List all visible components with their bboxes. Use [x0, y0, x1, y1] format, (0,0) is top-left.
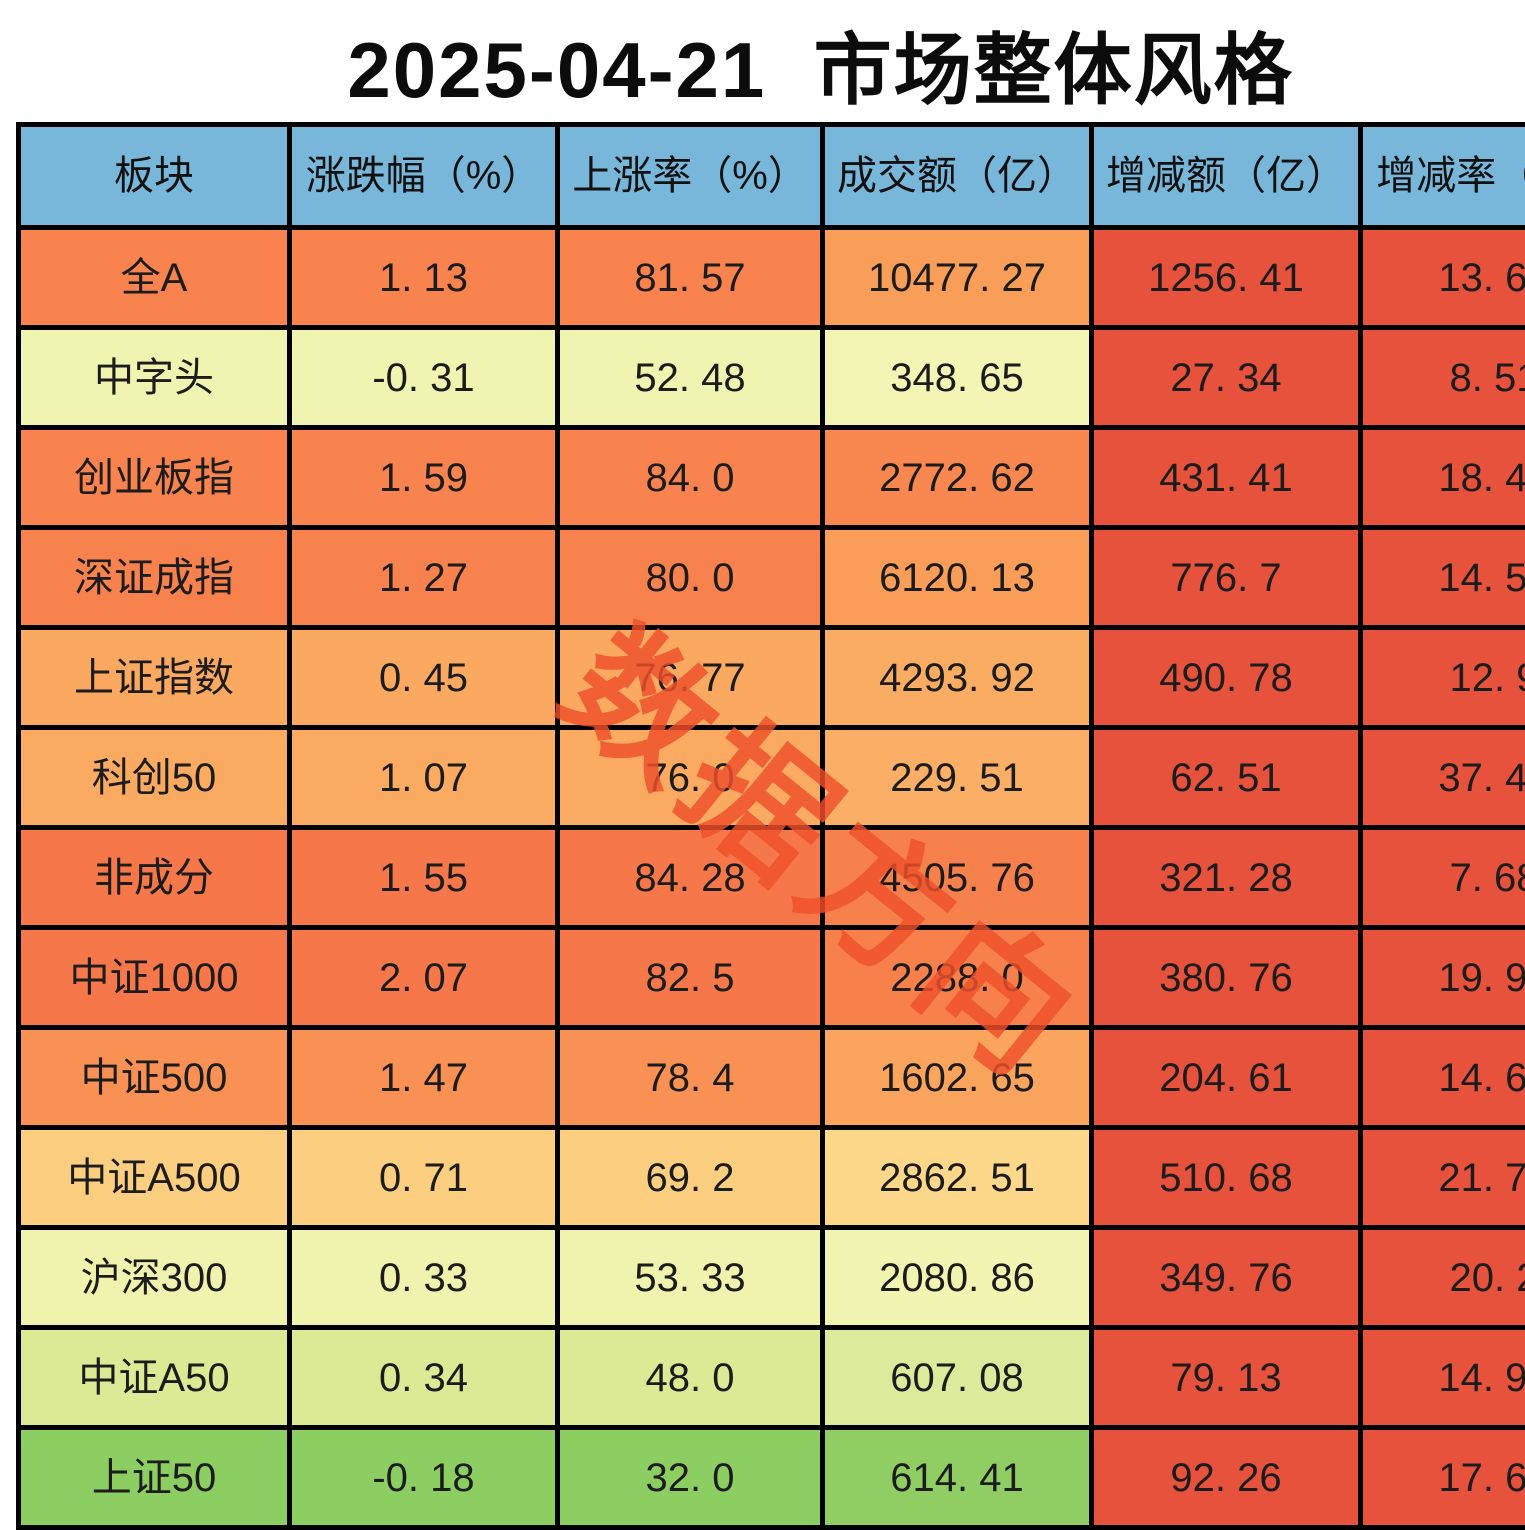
table-cell: 2. 07: [292, 930, 555, 1025]
table-cell: -0. 31: [292, 330, 555, 425]
table-cell: 607. 08: [825, 1330, 1089, 1425]
row-label-cell: 中证A500: [21, 1130, 287, 1225]
table-cell: 21. 71: [1363, 1130, 1525, 1225]
table-cell: 14. 64: [1363, 1030, 1525, 1125]
table-cell: 76. 77: [560, 630, 820, 725]
table-cell: 229. 51: [825, 730, 1089, 825]
table-cell: 1256. 41: [1094, 230, 1358, 325]
table-cell: 1. 59: [292, 430, 555, 525]
table-cell: 82. 5: [560, 930, 820, 1025]
table-cell: 510. 68: [1094, 1130, 1358, 1225]
table-cell: 2080. 86: [825, 1230, 1089, 1325]
table-cell: 69. 2: [560, 1130, 820, 1225]
table-cell: 490. 78: [1094, 630, 1358, 725]
table-cell: 13. 63: [1363, 230, 1525, 325]
table-cell: 614. 41: [825, 1430, 1089, 1525]
table-cell: 321. 28: [1094, 830, 1358, 925]
table-cell: 20. 2: [1363, 1230, 1525, 1325]
table-cell: 32. 0: [560, 1430, 820, 1525]
row-label-cell: 深证成指: [21, 530, 287, 625]
table-cell: 776. 7: [1094, 530, 1358, 625]
table-cell: 92. 26: [1094, 1430, 1358, 1525]
table-cell: 14. 54: [1363, 530, 1525, 625]
table-cell: 1. 55: [292, 830, 555, 925]
table-cell: 10477. 27: [825, 230, 1089, 325]
table-cell: 431. 41: [1094, 430, 1358, 525]
table-cell: 78. 4: [560, 1030, 820, 1125]
row-label-cell: 沪深300: [21, 1230, 287, 1325]
page-title: 2025-04-21 市场整体风格: [347, 26, 1294, 114]
row-label-cell: 中证A50: [21, 1330, 287, 1425]
table-cell: 1. 47: [292, 1030, 555, 1125]
table-cell: 204. 61: [1094, 1030, 1358, 1125]
table-cell: 80. 0: [560, 530, 820, 625]
table-cell: 6120. 13: [825, 530, 1089, 625]
table-cell: 84. 28: [560, 830, 820, 925]
table-cell: 4293. 92: [825, 630, 1089, 725]
table-cell: 1. 07: [292, 730, 555, 825]
table-cell: 37. 43: [1363, 730, 1525, 825]
row-label-cell: 中字头: [21, 330, 287, 425]
table-cell: 380. 76: [1094, 930, 1358, 1025]
table-cell: 8. 51: [1363, 330, 1525, 425]
table-cell: 76. 0: [560, 730, 820, 825]
row-label-cell: 中证500: [21, 1030, 287, 1125]
row-label-cell: 中证1000: [21, 930, 287, 1025]
header-cell-1: 涨跌幅（%）: [292, 127, 555, 225]
header-cell-3: 成交额（亿）: [825, 127, 1089, 225]
table-cell: 2288. 0: [825, 930, 1089, 1025]
table-cell: 0. 45: [292, 630, 555, 725]
header-cell-5: 增减率（%）: [1363, 127, 1525, 225]
table-cell: 12. 9: [1363, 630, 1525, 725]
table-cell: 348. 65: [825, 330, 1089, 425]
header-cell-0: 板块: [21, 127, 287, 225]
table-cell: 1. 27: [292, 530, 555, 625]
row-label-cell: 非成分: [21, 830, 287, 925]
table-cell: 18. 43: [1363, 430, 1525, 525]
table-cell: 48. 0: [560, 1330, 820, 1425]
header-cell-4: 增减额（亿）: [1094, 127, 1358, 225]
table-cell: 81. 57: [560, 230, 820, 325]
row-label-cell: 全A: [21, 230, 287, 325]
row-label-cell: 上证50: [21, 1430, 287, 1525]
header-cell-2: 上涨率（%）: [560, 127, 820, 225]
table-cell: 0. 33: [292, 1230, 555, 1325]
table-cell: 14. 99: [1363, 1330, 1525, 1425]
row-label-cell: 创业板指: [21, 430, 287, 525]
table-cell: 79. 13: [1094, 1330, 1358, 1425]
table-cell: 4505. 76: [825, 830, 1089, 925]
table-cell: 62. 51: [1094, 730, 1358, 825]
table-cell: 7. 68: [1363, 830, 1525, 925]
table-cell: 1. 13: [292, 230, 555, 325]
table-cell: 349. 76: [1094, 1230, 1358, 1325]
table-cell: 0. 34: [292, 1330, 555, 1425]
table-cell: 53. 33: [560, 1230, 820, 1325]
table-cell: 2862. 51: [825, 1130, 1089, 1225]
table-cell: 19. 96: [1363, 930, 1525, 1025]
row-label-cell: 上证指数: [21, 630, 287, 725]
table-cell: 17. 67: [1363, 1430, 1525, 1525]
table-cell: 2772. 62: [825, 430, 1089, 525]
table-cell: 0. 71: [292, 1130, 555, 1225]
table-cell: -0. 18: [292, 1430, 555, 1525]
table-cell: 52. 48: [560, 330, 820, 425]
table-cell: 84. 0: [560, 430, 820, 525]
row-label-cell: 科创50: [21, 730, 287, 825]
table-cell: 27. 34: [1094, 330, 1358, 425]
table-cell: 1602. 65: [825, 1030, 1089, 1125]
